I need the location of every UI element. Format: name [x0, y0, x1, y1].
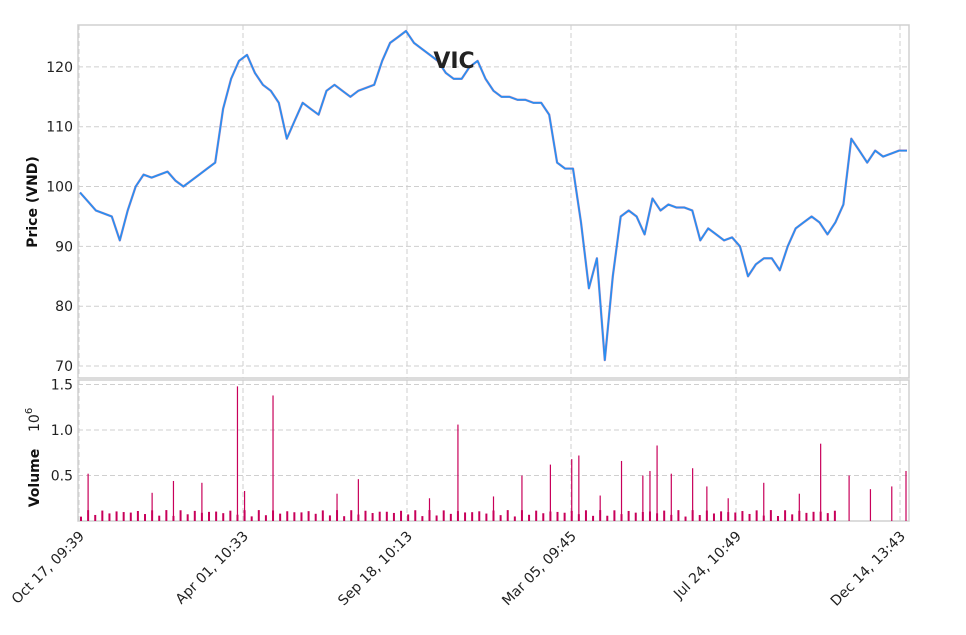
- volume-panel: 0.5 1.0 1.5: [51, 378, 910, 522]
- price-tick-label: 90: [55, 239, 73, 255]
- price-tick-label: 80: [55, 299, 73, 315]
- volume-scale-label: 106: [24, 408, 43, 432]
- x-tick-label: Apr 01, 10:33: [173, 529, 252, 608]
- volume-tick-label: 0.5: [51, 469, 73, 485]
- price-tick-label: 100: [46, 180, 73, 196]
- x-axis: Oct 17, 09:39 Apr 01, 10:33 Sep 18, 10:13 M…: [9, 529, 909, 610]
- x-tick-label: Dec 14, 13:43: [828, 529, 909, 610]
- volume-scale-base: 10: [27, 414, 43, 432]
- chart-title: VIC: [433, 49, 474, 74]
- x-tick-label: Jul 24, 10:49: [670, 529, 745, 604]
- price-tick-label: 70: [55, 359, 73, 375]
- price-panel: 70 80 90 100 110 120: [46, 24, 910, 379]
- price-tick-label: 120: [46, 60, 73, 76]
- volume-scale-exp: 6: [24, 408, 35, 414]
- x-tick-label: Mar 05, 09:45: [499, 529, 580, 610]
- volume-tick-label: 1.0: [51, 423, 73, 439]
- price-tick-label: 110: [46, 120, 73, 136]
- x-tick-label: Sep 18, 10:13: [335, 529, 416, 610]
- x-tick-label: Oct 17, 09:39: [9, 529, 88, 608]
- price-axis-label: Price (VND): [25, 156, 41, 248]
- volume-tick-label: 1.5: [51, 378, 73, 394]
- volume-axis-label-group: Volume 106: [24, 408, 43, 507]
- price-series-line: [79, 30, 907, 361]
- price-series-shadow-line: [79, 29, 907, 362]
- price-panel-frame: [77, 24, 910, 379]
- volume-axis-label: Volume: [27, 449, 43, 508]
